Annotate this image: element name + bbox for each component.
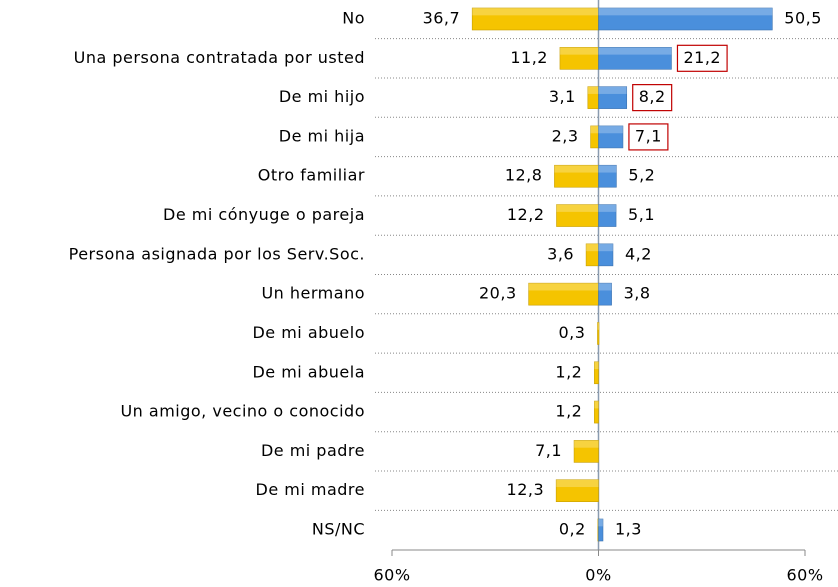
bar xyxy=(598,86,628,109)
value-label: 5,1 xyxy=(628,205,655,224)
category-label: Un amigo, vecino o conocido xyxy=(120,402,365,421)
value-label: 1,2 xyxy=(555,362,582,381)
value-label: 4,2 xyxy=(625,244,652,263)
bar xyxy=(598,47,672,70)
x-tick-label: 0% xyxy=(585,566,611,585)
category-label: De mi hija xyxy=(279,126,365,145)
bar xyxy=(598,7,773,31)
category-label: Otro familiar xyxy=(258,166,365,185)
category-label: De mi abuela xyxy=(252,362,365,381)
value-label: 11,2 xyxy=(510,48,548,67)
category-label: De mi abuelo xyxy=(252,323,365,342)
bar-highlight xyxy=(528,283,599,291)
value-label: 5,2 xyxy=(628,166,655,185)
category-label: De mi hijo xyxy=(279,87,365,106)
value-label: 0,3 xyxy=(559,323,586,342)
value-label: 7,1 xyxy=(635,126,662,145)
value-label: 21,2 xyxy=(683,48,721,67)
bar xyxy=(597,322,600,345)
bar-highlight xyxy=(594,361,599,370)
value-label: 1,3 xyxy=(615,520,642,539)
category-label: No xyxy=(342,9,365,28)
bar-highlight xyxy=(598,204,617,212)
bar-highlight xyxy=(597,322,599,330)
bar-highlight xyxy=(554,165,599,173)
bar-highlight xyxy=(472,8,599,16)
bar-highlight xyxy=(574,440,599,448)
label-box xyxy=(632,84,673,112)
category-label: Persona asignada por los Serv.Soc. xyxy=(69,244,365,263)
bar xyxy=(598,204,617,227)
bar-highlight xyxy=(587,86,599,94)
bar xyxy=(594,361,599,385)
bar-highlight xyxy=(598,125,623,134)
bar-highlight xyxy=(598,519,603,527)
bar-highlight xyxy=(598,243,613,252)
bar-highlight xyxy=(598,86,627,94)
category-label: De mi madre xyxy=(256,480,365,499)
bar xyxy=(598,164,617,188)
x-tick-label: 60% xyxy=(373,566,410,585)
category-label: De mi padre xyxy=(261,441,365,460)
category-label: Una persona contratada por usted xyxy=(74,48,365,67)
value-label: 3,6 xyxy=(547,244,574,263)
bar xyxy=(598,125,624,149)
bar xyxy=(598,243,614,267)
bar-highlight xyxy=(586,243,599,252)
value-label: 12,2 xyxy=(507,205,545,224)
bar xyxy=(598,282,612,306)
bar-highlight xyxy=(598,8,773,16)
bar-highlight xyxy=(594,401,599,409)
label-box xyxy=(676,44,728,72)
value-label: 12,8 xyxy=(505,166,543,185)
label-box xyxy=(628,123,669,151)
bar-highlight xyxy=(598,283,612,291)
value-label: 3,8 xyxy=(624,284,651,303)
value-label: 1,2 xyxy=(555,402,582,421)
bar-highlight xyxy=(590,125,599,134)
bar-highlight xyxy=(598,165,617,173)
x-tick-label: 60% xyxy=(786,566,823,585)
category-label: NS/NC xyxy=(312,520,365,539)
bar xyxy=(573,440,599,463)
value-label: 36,7 xyxy=(423,9,461,28)
value-label: 12,3 xyxy=(507,480,545,499)
value-label: 8,2 xyxy=(639,87,666,106)
bar-highlight xyxy=(556,204,599,212)
bar-highlight xyxy=(556,479,599,488)
bar xyxy=(555,479,599,502)
value-label: 20,3 xyxy=(479,284,517,303)
value-label: 3,1 xyxy=(549,87,576,106)
value-label: 50,5 xyxy=(784,9,822,28)
value-label: 0,2 xyxy=(559,520,586,539)
category-label: De mi cónyuge o pareja xyxy=(163,205,365,224)
bar xyxy=(598,518,604,542)
bar xyxy=(594,400,599,424)
value-label: 2,3 xyxy=(552,126,579,145)
value-label: 7,1 xyxy=(535,441,562,460)
bar-highlight xyxy=(559,47,599,55)
bar-highlight xyxy=(598,47,672,55)
category-label: Un hermano xyxy=(261,284,365,303)
